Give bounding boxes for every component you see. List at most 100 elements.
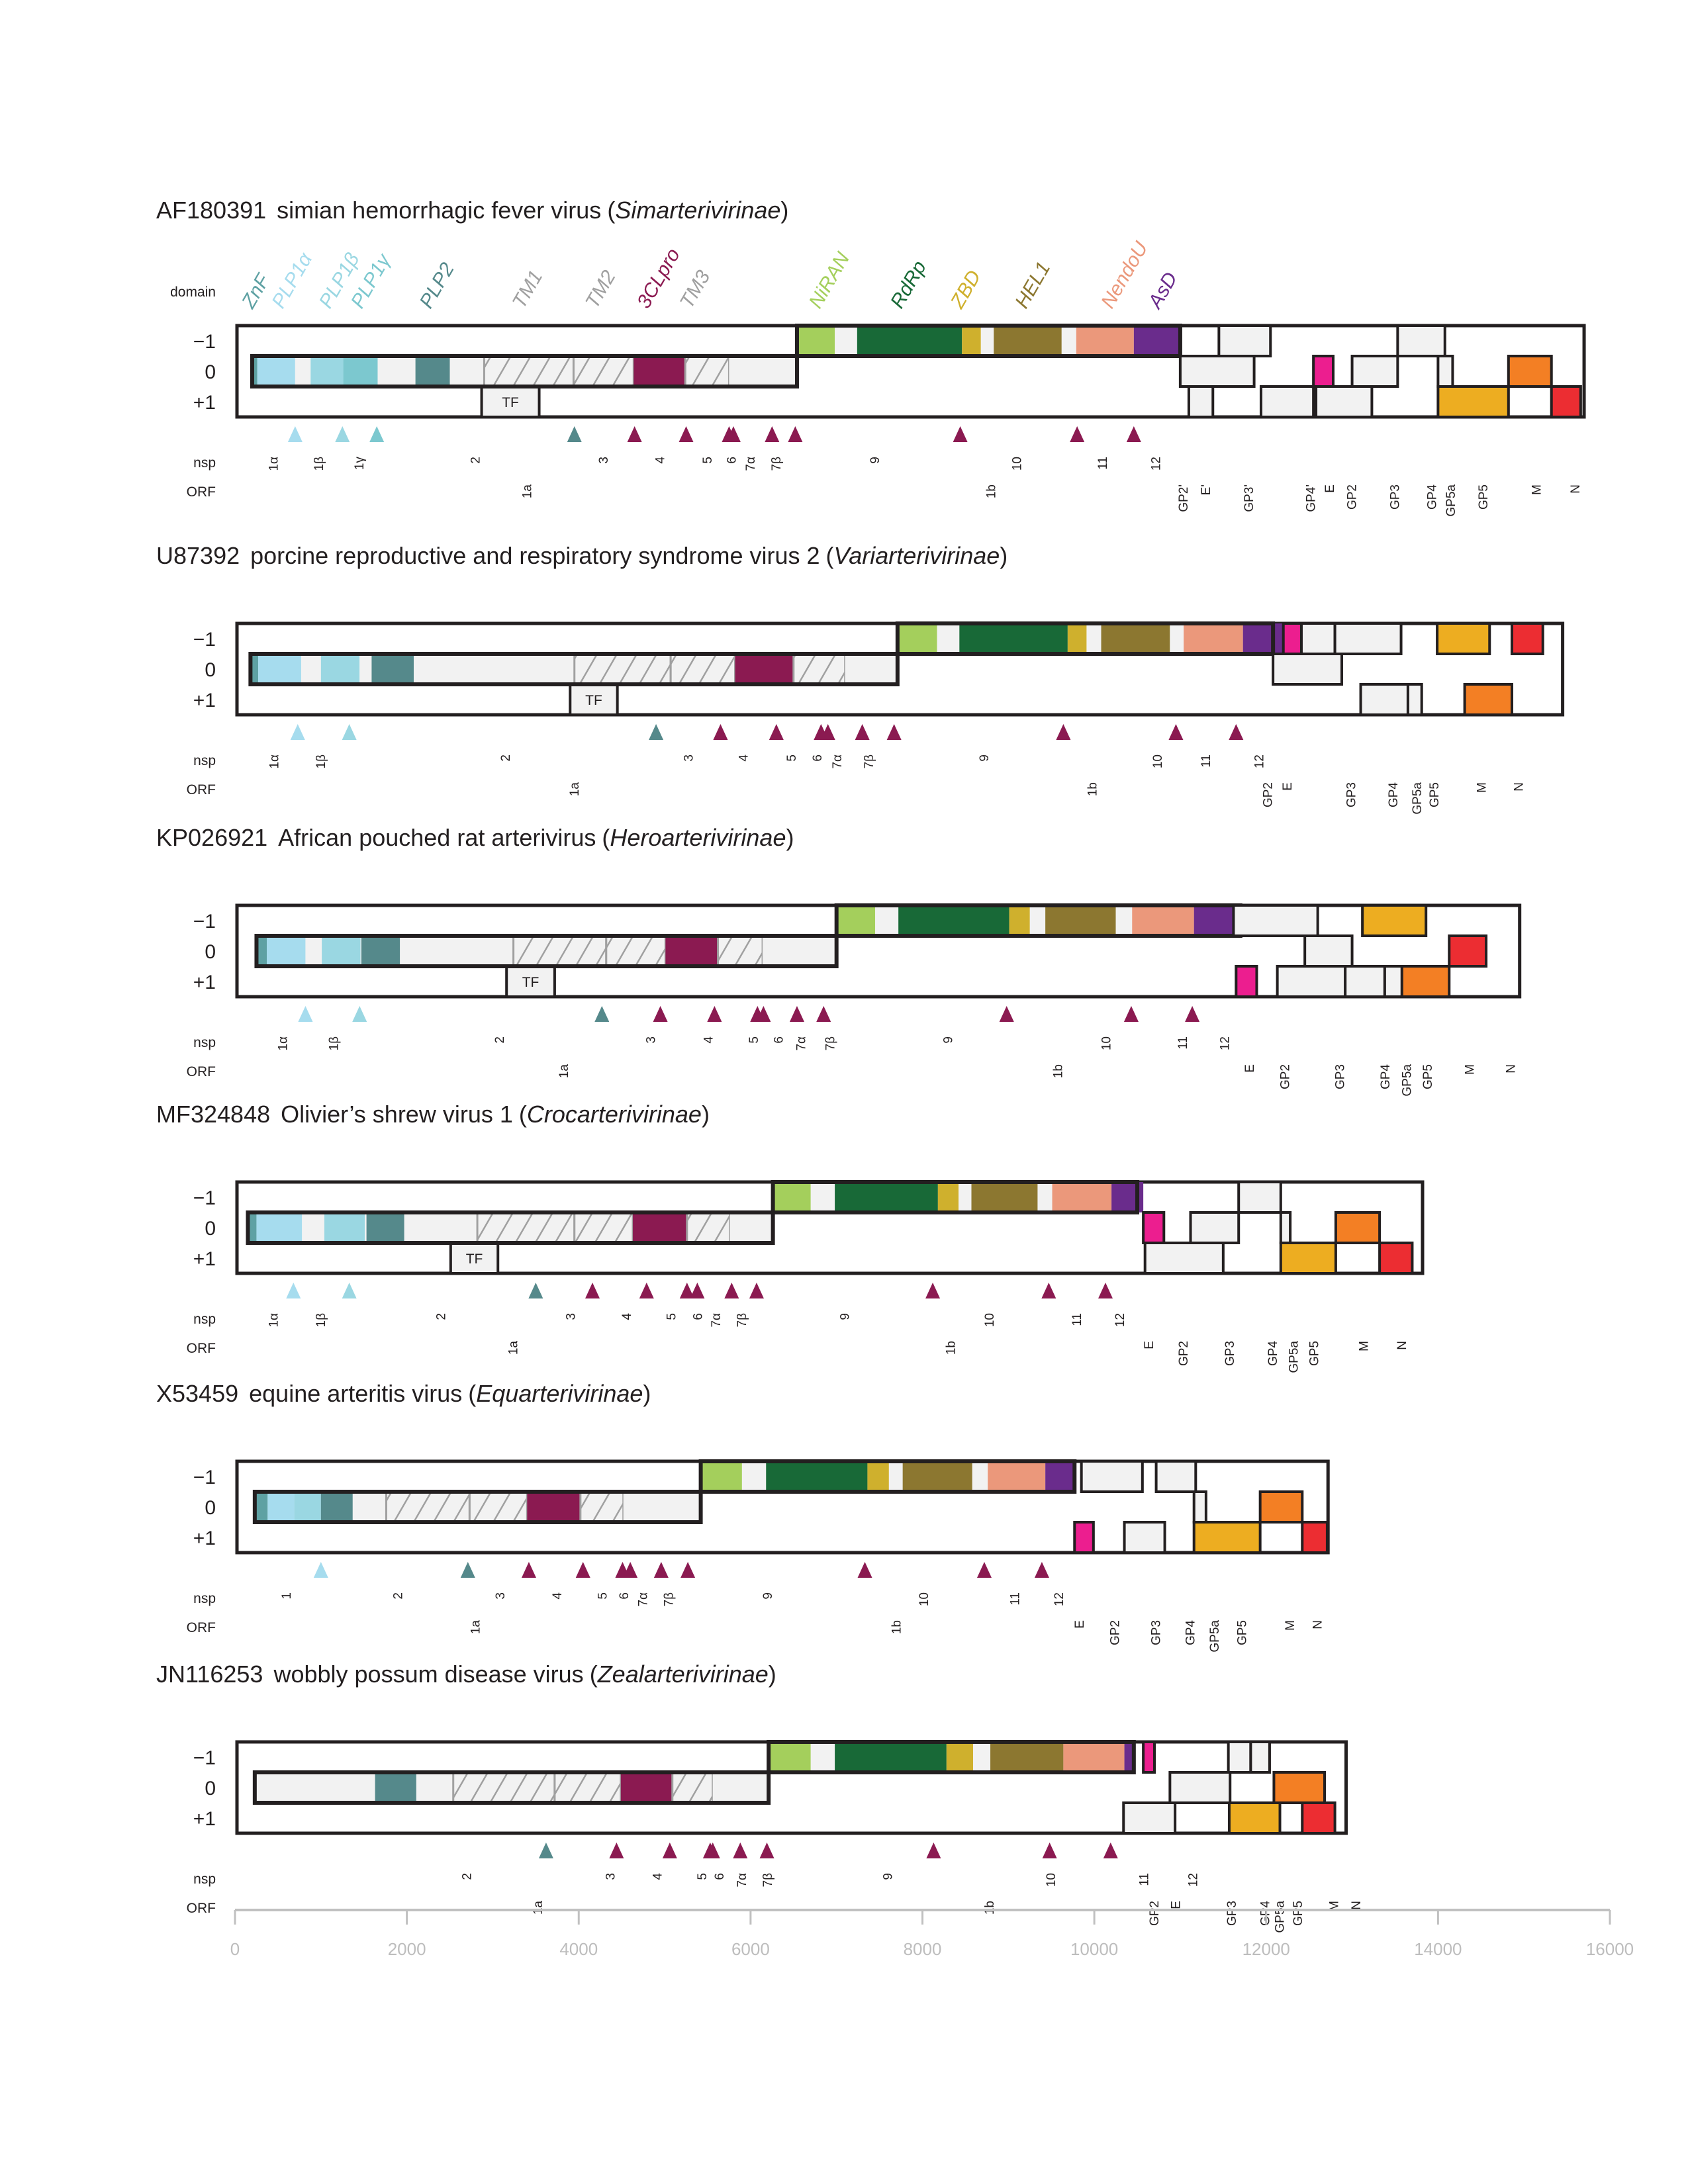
orf1a-domain-grey bbox=[449, 356, 485, 387]
virus-name: porcine reproductive and respiratory syn… bbox=[250, 542, 820, 569]
subfamily: Heroarterivirinae bbox=[610, 824, 786, 851]
nsp-label: 7α bbox=[744, 457, 758, 471]
structural-orf-box bbox=[1178, 355, 1256, 388]
orf1a-box bbox=[248, 652, 900, 686]
nsp-label: 1β bbox=[327, 1036, 341, 1051]
cleavage-site-triangle-icon bbox=[342, 724, 357, 740]
structural-orf-box bbox=[1303, 934, 1354, 968]
nsp-label: 9 bbox=[761, 1592, 775, 1600]
nsp-row-label: nsp bbox=[193, 455, 216, 471]
orf-row-label: ORF bbox=[187, 1341, 216, 1356]
orf1b-domain-NiRAN bbox=[796, 326, 835, 356]
domain-name-label: RdRp bbox=[886, 257, 931, 312]
paren-open: ( bbox=[607, 197, 615, 224]
nsp-label: 9 bbox=[882, 1873, 896, 1880]
orf1b-domain-RdRp bbox=[766, 1461, 868, 1492]
structural-orf-box bbox=[1383, 965, 1403, 998]
nsp-label: 7β bbox=[863, 754, 876, 769]
orf-label: GP5 bbox=[1428, 782, 1442, 807]
orf-label: 1a bbox=[557, 1064, 571, 1079]
nsp-label: 5 bbox=[747, 1036, 761, 1044]
cleavage-site-triangle-icon bbox=[759, 1843, 774, 1858]
paren-open: ( bbox=[519, 1101, 527, 1128]
cleavage-site-triangle-icon bbox=[1098, 1283, 1113, 1298]
orf-label: N bbox=[1569, 484, 1583, 494]
orf1a-domain-TM bbox=[452, 1771, 556, 1804]
orf-label: GP3 bbox=[1223, 1341, 1237, 1366]
nsp-label: 3 bbox=[494, 1592, 508, 1600]
orf1b-domain-RdRp bbox=[835, 1182, 938, 1212]
cleavage-site-triangle-icon bbox=[726, 426, 741, 442]
orf1a-domain-PLP2 bbox=[375, 1772, 416, 1803]
orf1a-domain-TM bbox=[573, 1211, 634, 1244]
orf1a-domain-PLP2 bbox=[371, 654, 414, 684]
orf1b-domain-HEL1 bbox=[990, 1742, 1064, 1772]
genome-title: AF180391 simian hemorrhagic fever virus (S… bbox=[156, 197, 788, 224]
structural-orf-box bbox=[1406, 683, 1423, 716]
orf-label: GP5 bbox=[1477, 484, 1491, 510]
nsp-label: 10 bbox=[917, 1592, 931, 1606]
structural-orf-box bbox=[1142, 1211, 1166, 1244]
cleavage-site-triangle-icon bbox=[287, 426, 303, 442]
cleavage-site-triangle-icon bbox=[756, 1006, 771, 1022]
nsp-label: 3 bbox=[644, 1036, 658, 1044]
structural-orf-box bbox=[1448, 934, 1488, 968]
frame-label: −1 bbox=[193, 331, 216, 353]
orf1b-domain-ZBD bbox=[1009, 905, 1030, 936]
frame-label: +1 bbox=[193, 690, 216, 711]
cleavage-site-triangle-icon bbox=[705, 1843, 720, 1858]
domain-name-label: PLP1α bbox=[267, 249, 316, 312]
subfamily: Variarterivirinae bbox=[834, 542, 1000, 569]
cleavage-site-triangle-icon bbox=[925, 1283, 941, 1298]
cleavage-site-triangle-icon bbox=[313, 1562, 328, 1578]
domain-name-label: HEL1 bbox=[1011, 258, 1055, 312]
orf1a-domain-TM bbox=[553, 1771, 622, 1804]
orf1b-domain-NendoU bbox=[988, 1461, 1046, 1492]
structural-orf-box bbox=[1276, 965, 1347, 998]
orf1a-box bbox=[250, 354, 799, 388]
subfamily: Equarterivirinae bbox=[476, 1380, 643, 1407]
axis-tick-label: 16000 bbox=[1586, 1939, 1634, 1959]
structural-orf-box bbox=[1378, 1242, 1414, 1275]
orf-row-label: ORF bbox=[187, 1064, 216, 1079]
orf-label: N bbox=[1311, 1620, 1325, 1629]
orf1a-domain-ZnF bbox=[254, 1492, 268, 1522]
genome-title: X53459 equine arteritis virus (Equarterivi… bbox=[156, 1380, 651, 1407]
structural-orf-box bbox=[1259, 385, 1315, 418]
structural-orf-box bbox=[1227, 1801, 1282, 1835]
orf-label: N bbox=[1512, 782, 1526, 792]
orf1a-domain-3CLpro bbox=[620, 1772, 673, 1803]
orf1a-domain-TM bbox=[476, 1211, 576, 1244]
accession: X53459 bbox=[156, 1380, 238, 1407]
frame-label: 0 bbox=[205, 1778, 216, 1799]
orf1b-domain-grey bbox=[810, 1182, 835, 1212]
orf1a-domain-PLP1a bbox=[267, 936, 306, 966]
nsp-label: 3 bbox=[604, 1873, 618, 1880]
orf1b-domain-ZBD bbox=[867, 1461, 889, 1492]
frame-label: 0 bbox=[205, 1218, 216, 1240]
orf-label: 1a bbox=[568, 782, 582, 797]
orf-label: GP3 bbox=[1333, 1064, 1347, 1089]
cleavage-site-triangle-icon bbox=[653, 1006, 668, 1022]
nsp-label: 11 bbox=[1009, 1592, 1023, 1606]
paren-open: ( bbox=[468, 1380, 476, 1407]
structural-orf-box bbox=[1189, 1211, 1241, 1244]
nsp-label: 4 bbox=[651, 1873, 665, 1880]
orf1a-domain-TM bbox=[686, 1211, 731, 1244]
frame-label: +1 bbox=[193, 392, 216, 414]
structural-orf-box bbox=[1350, 355, 1399, 388]
domain-row-label: domain bbox=[170, 285, 216, 300]
structural-orf-box bbox=[1312, 355, 1335, 388]
nsp-label: 12 bbox=[1218, 1036, 1232, 1050]
axis-tick-label: 14000 bbox=[1414, 1939, 1462, 1959]
structural-orf-box bbox=[1237, 1181, 1282, 1214]
orf1b-domain-grey bbox=[1037, 1182, 1053, 1212]
structural-orf-box bbox=[1344, 965, 1386, 998]
orf1b-domain-NendoU bbox=[1184, 623, 1243, 654]
virus-name: Olivier’s shrew virus 1 bbox=[281, 1101, 513, 1128]
orf1a-domain-PLP2 bbox=[320, 1492, 353, 1522]
orf-label: 1b bbox=[890, 1620, 904, 1634]
accession: MF324848 bbox=[156, 1101, 270, 1128]
cleavage-site-triangle-icon bbox=[662, 1843, 677, 1858]
orf1a-domain-PLP2 bbox=[415, 356, 450, 387]
